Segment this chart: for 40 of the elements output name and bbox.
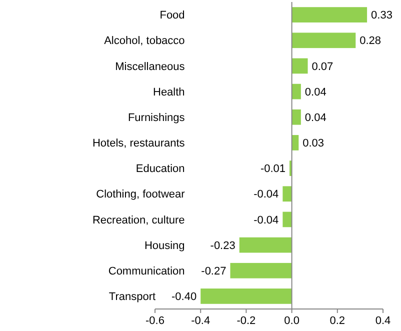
y-tick-label: Communication <box>108 265 185 278</box>
bar <box>292 7 368 22</box>
bar <box>292 109 301 125</box>
x-tick-label: 0.0 <box>284 315 300 327</box>
bar <box>282 186 292 202</box>
x-tick-label: -0.4 <box>191 315 210 327</box>
bar <box>292 84 301 100</box>
data-label: 0.07 <box>312 60 334 73</box>
bar <box>239 237 292 253</box>
x-tick-label: -0.2 <box>236 315 256 327</box>
bar <box>292 58 308 74</box>
data-label: -0.40 <box>172 291 197 304</box>
y-tick-label: Miscellaneous <box>115 60 186 73</box>
y-tick-label: Food <box>160 10 185 22</box>
y-tick-label: Hotels, restaurants <box>92 138 186 150</box>
x-tick-label: -0.6 <box>146 315 164 327</box>
y-tick-label: Health <box>153 86 185 98</box>
bar <box>292 32 356 48</box>
data-label: 0.28 <box>360 35 382 48</box>
x-tick-label: 0.4 <box>375 315 391 327</box>
data-label: -0.04 <box>254 214 279 226</box>
x-tick-label: 0.2 <box>330 315 346 327</box>
y-tick-label: Recreation, culture <box>92 214 185 226</box>
data-label: 0.04 <box>304 112 326 124</box>
bar <box>230 262 292 278</box>
y-tick-label: Alcohol, tobacco <box>104 35 185 48</box>
data-label: 0.04 <box>304 86 326 98</box>
data-label: -0.27 <box>201 265 226 278</box>
data-label: -0.04 <box>254 188 279 201</box>
y-tick-label: Housing <box>144 240 185 252</box>
data-label: 0.33 <box>371 10 392 22</box>
y-tick-label: Clothing, footwear <box>96 188 186 201</box>
bar <box>282 212 292 228</box>
y-tick-label: Education <box>136 163 185 176</box>
y-tick-label: Furnishings <box>128 112 186 124</box>
bar <box>200 288 292 304</box>
data-label: -0.01 <box>260 163 286 176</box>
data-label: -0.23 <box>210 240 236 252</box>
y-tick-label: Transport <box>108 291 156 304</box>
data-label: 0.03 <box>302 138 324 150</box>
